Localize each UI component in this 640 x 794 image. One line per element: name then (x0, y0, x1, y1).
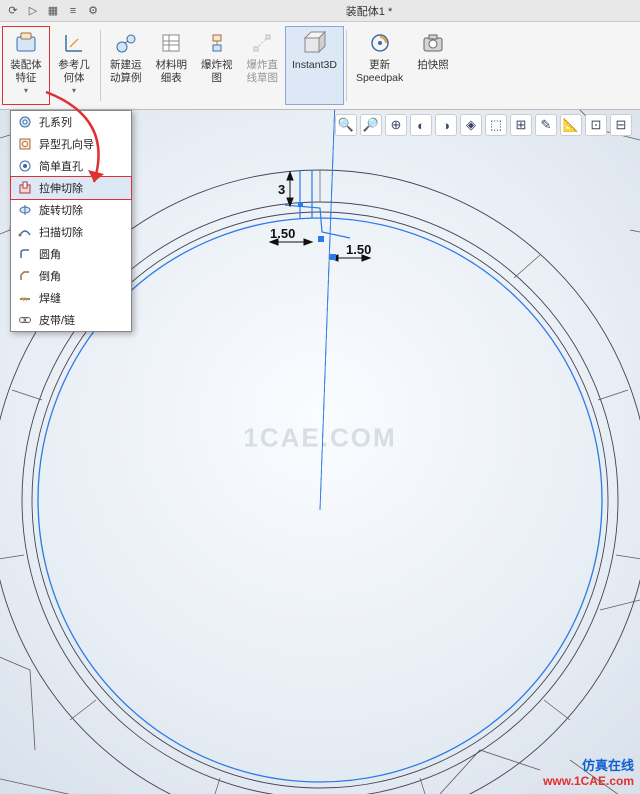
chamfer-icon (17, 268, 33, 284)
assembly-feature-icon (12, 29, 40, 57)
qat-view[interactable]: ▦ (44, 2, 62, 20)
dim-d1: 3 (278, 182, 285, 197)
qat: ⟳ ▷ ▦ ≡ ⚙ (4, 2, 102, 20)
swept-cut-icon (17, 224, 33, 240)
dim-d2: 1.50 (270, 226, 295, 241)
scene-icon[interactable]: ⊞ (510, 114, 532, 136)
assembly-features-menu: 孔系列 异型孔向导 简单直孔 拉伸切除 旋转切除 扫描切除 圆角 倒角 焊缝 皮… (10, 110, 132, 332)
bom-icon (157, 29, 185, 57)
ribbon-label: 新建运 动算例 (110, 59, 142, 85)
fillet-icon (17, 246, 33, 262)
display-style-icon[interactable]: ◑ (435, 114, 457, 136)
menu-label: 扫描切除 (39, 224, 83, 240)
menu-fillet[interactable]: 圆角 (11, 243, 131, 265)
ribbon-separator (100, 30, 101, 101)
menu-chamfer[interactable]: 倒角 (11, 265, 131, 287)
title-bar: ⟳ ▷ ▦ ≡ ⚙ 装配体1 * (0, 0, 640, 22)
zoom-fit-icon[interactable]: 🔎 (360, 114, 382, 136)
edit-icon[interactable]: ✎ (535, 114, 557, 136)
ref-geom-icon (60, 29, 88, 57)
menu-hole-series[interactable]: 孔系列 (11, 111, 131, 133)
menu-label: 皮带/链 (39, 312, 75, 328)
exploded-view-icon (203, 29, 231, 57)
qat-select[interactable]: ▷ (24, 2, 42, 20)
ribbon-label: 拍快照 (417, 59, 449, 72)
menu-label: 孔系列 (39, 114, 72, 130)
bom-button[interactable]: 材料明 细表 (149, 26, 195, 105)
ribbon-label: 参考几 何体 (58, 59, 90, 85)
motion-study-icon (112, 29, 140, 57)
menu-extruded-cut[interactable]: 拉伸切除 (10, 176, 132, 200)
brand-url: www.1CAE.com (543, 774, 634, 790)
qat-undo-redo[interactable]: ⟳ (4, 2, 22, 20)
measure-icon[interactable]: 📐 (560, 114, 582, 136)
revolved-cut-icon (17, 202, 33, 218)
ribbon-label: Instant3D (292, 59, 337, 72)
qat-doc[interactable]: ≡ (64, 2, 82, 20)
menu-swept-cut[interactable]: 扫描切除 (11, 221, 131, 243)
hole-series-icon (17, 114, 33, 130)
footer-brand: 仿真在线 www.1CAE.com (543, 758, 634, 790)
menu-hole-wizard[interactable]: 异型孔向导 (11, 133, 131, 155)
explode-line-icon (248, 29, 276, 57)
instant3d-button[interactable]: Instant3D (285, 26, 344, 105)
watermark: 1CAE.COM (243, 423, 396, 454)
belt-icon (17, 312, 33, 328)
menu-simple-hole[interactable]: 简单直孔 (11, 155, 131, 177)
section-icon[interactable]: ⬚ (485, 114, 507, 136)
weld-icon (17, 290, 33, 306)
motion-study-button[interactable]: 新建运 动算例 (103, 26, 149, 105)
dim-d3: 1.50 (346, 242, 371, 257)
ribbon-label: 爆炸直 线草图 (247, 59, 279, 85)
ref-icon[interactable]: ⊡ (585, 114, 607, 136)
document-title: 装配体1 * (102, 3, 636, 19)
view-orient-icon[interactable]: ◐ (410, 114, 432, 136)
menu-label: 异型孔向导 (39, 136, 94, 152)
menu-label: 焊缝 (39, 290, 61, 306)
snapshot-button[interactable]: 拍快照 (410, 26, 456, 105)
ribbon-separator (346, 30, 347, 101)
explode-line-button[interactable]: 爆炸直 线草图 (240, 26, 286, 105)
speedpak-button[interactable]: 更新 Speedpak (349, 26, 410, 105)
menu-weld[interactable]: 焊缝 (11, 287, 131, 309)
ribbon-label: 更新 Speedpak (356, 59, 403, 85)
menu-revolved-cut[interactable]: 旋转切除 (11, 199, 131, 221)
speedpak-icon (366, 29, 394, 57)
viewport-toolbar: 🔍 🔎 ⊕ ◐ ◑ ◈ ⬚ ⊞ ✎ 📐 ⊡ ⊟ (335, 114, 632, 136)
hide-show-icon[interactable]: ◈ (460, 114, 482, 136)
zoom-icon[interactable]: 🔍 (335, 114, 357, 136)
rotate-icon[interactable]: ⊕ (385, 114, 407, 136)
menu-label: 倒角 (39, 268, 61, 284)
menu-belt-chain[interactable]: 皮带/链 (11, 309, 131, 331)
extruded-cut-icon (17, 180, 33, 196)
brand-name: 仿真在线 (543, 758, 634, 775)
instant3d-icon (300, 29, 328, 57)
menu-label: 旋转切除 (39, 202, 83, 218)
hole-wizard-icon (17, 136, 33, 152)
qat-options[interactable]: ⚙ (84, 2, 102, 20)
ribbon-label: 装配体 特征 (10, 59, 42, 85)
grid-icon[interactable]: ⊟ (610, 114, 632, 136)
ribbon-label: 爆炸视 图 (201, 59, 233, 85)
ribbon: 装配体 特征 ▾ 参考几 何体 ▾ 新建运 动算例 材料明 细表 爆炸视 图 爆… (0, 22, 640, 110)
snapshot-icon (419, 29, 447, 57)
menu-label: 简单直孔 (39, 158, 83, 174)
chevron-down-icon: ▾ (72, 86, 76, 95)
menu-label: 圆角 (39, 246, 61, 262)
assembly-features-button[interactable]: 装配体 特征 ▾ (2, 26, 50, 105)
chevron-down-icon: ▾ (24, 86, 28, 95)
ref-geometry-button[interactable]: 参考几 何体 ▾ (50, 26, 98, 105)
simple-hole-icon (17, 158, 33, 174)
ribbon-label: 材料明 细表 (156, 59, 188, 85)
exploded-view-button[interactable]: 爆炸视 图 (194, 26, 240, 105)
menu-label: 拉伸切除 (39, 180, 83, 196)
